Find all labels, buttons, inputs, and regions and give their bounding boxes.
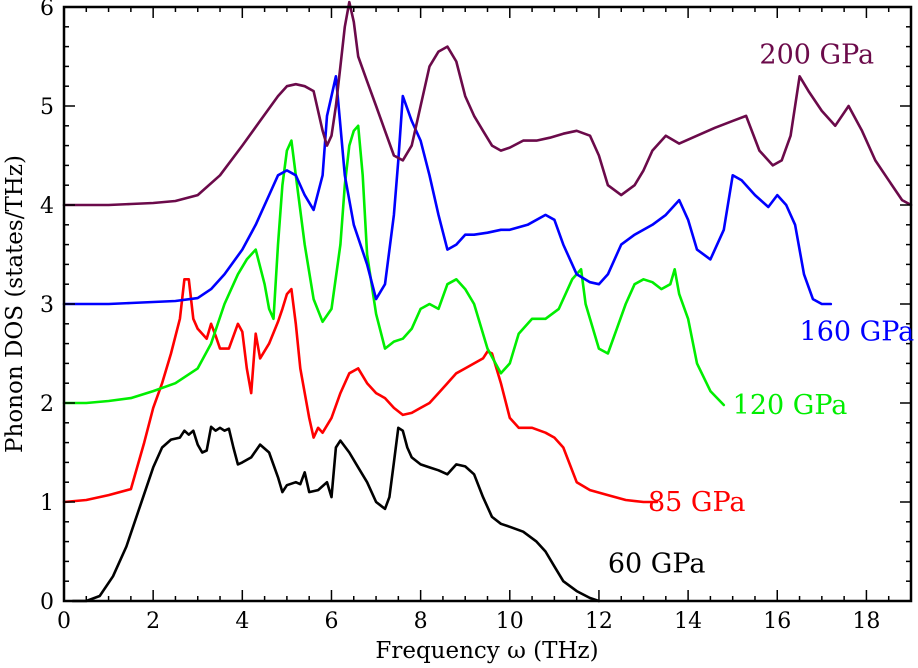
x-tick-label: 4 (235, 609, 249, 634)
x-tick-label: 2 (146, 609, 160, 634)
series-layer (62, 0, 913, 603)
x-tick-label: 10 (496, 609, 524, 634)
x-tick-label: 8 (414, 609, 428, 634)
x-tick-label: 16 (763, 609, 791, 634)
x-axis-title: Frequency ω (THz) (375, 638, 598, 664)
x-tick-label: 12 (585, 609, 613, 634)
series-label-120-gpa: 120 GPa (733, 390, 848, 421)
series-label-85-gpa: 85 GPa (648, 487, 746, 518)
y-axis-title: Phonon DOS (states/THz) (2, 155, 28, 453)
y-tick-label: 4 (40, 194, 54, 219)
y-tick-label: 0 (40, 590, 54, 615)
x-tick-label: 18 (852, 609, 880, 634)
y-tick-label: 3 (40, 293, 54, 318)
y-tick-label: 6 (40, 0, 54, 21)
series-line-160-gpa (62, 75, 833, 306)
y-tick-label: 1 (40, 491, 54, 516)
x-tick-label: 0 (57, 609, 71, 634)
x-tick-label: 6 (324, 609, 338, 634)
y-tick-label: 5 (40, 95, 54, 120)
series-line-120-gpa (62, 124, 726, 407)
x-tick-label: 14 (674, 609, 702, 634)
series-line-85-gpa (62, 277, 659, 504)
series-label-160-gpa: 160 GPa (800, 317, 915, 348)
tick-layer (63, 6, 911, 602)
y-tick-label: 2 (40, 392, 54, 417)
series-line-60-gpa (71, 425, 601, 603)
series-label-60-gpa: 60 GPa (608, 548, 706, 579)
series-line-200-gpa (62, 0, 913, 207)
series-label-200-gpa: 200 GPa (759, 40, 874, 71)
